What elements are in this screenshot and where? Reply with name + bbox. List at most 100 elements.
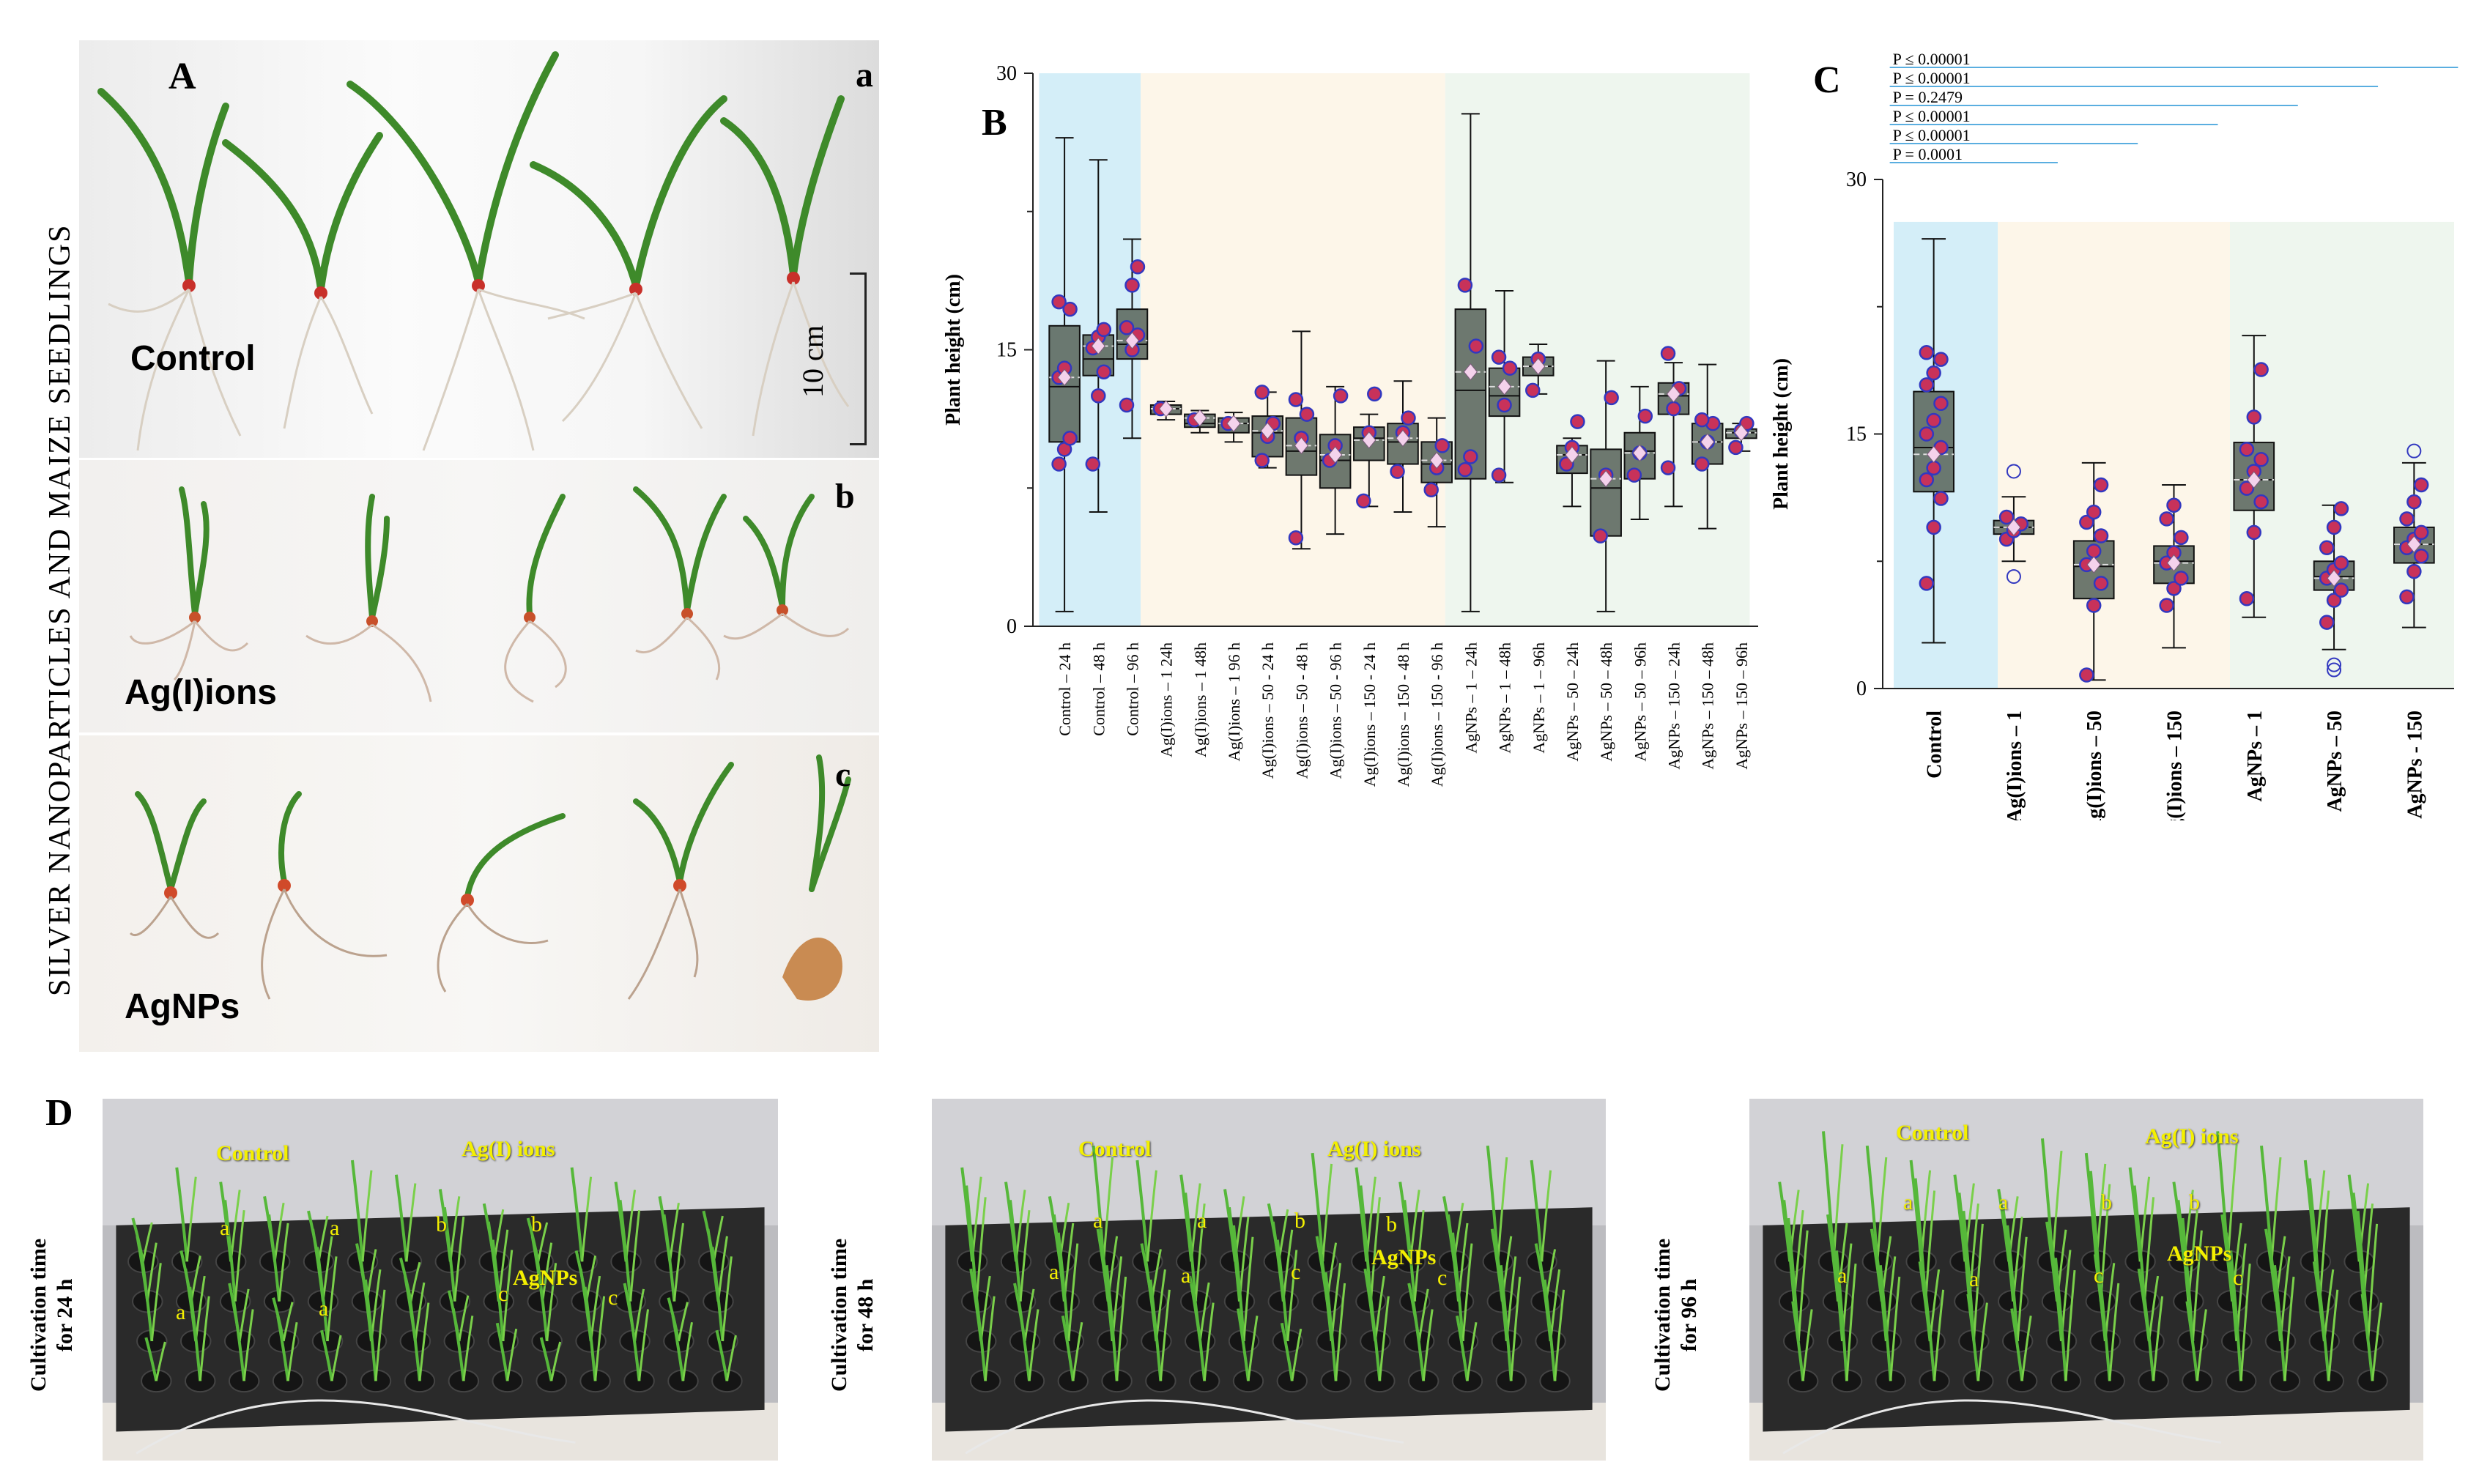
tray-seedling bbox=[418, 1302, 430, 1381]
tray-seedling bbox=[1403, 1200, 1417, 1302]
tray-seedling bbox=[618, 1200, 632, 1302]
chart-c-box-2-point bbox=[2086, 504, 2102, 520]
scale-bar-label: 10 cm bbox=[796, 325, 829, 398]
chart-b-xtick-label: Ag(I)ions – 150 - 24 h bbox=[1360, 642, 1379, 787]
tray-seedling bbox=[144, 1337, 158, 1381]
chart-b-xtick-label: AgNPs – 50 – 48h bbox=[1597, 642, 1615, 762]
tray-seedling bbox=[1543, 1279, 1557, 1381]
tray-seedling bbox=[199, 1296, 210, 1381]
tray-seedling bbox=[2191, 1230, 2203, 1342]
chart-b-box-15-point bbox=[1570, 414, 1585, 429]
tray-48h-ions-label: Ag(I) ions bbox=[1327, 1137, 1421, 1161]
tray-seedling bbox=[234, 1209, 245, 1302]
tray-24h-letter-b1: b bbox=[436, 1212, 447, 1236]
chart-b-box-19-mean-marker bbox=[1700, 433, 1715, 451]
chart-b-box-6-point bbox=[1254, 385, 1270, 400]
tray-seedling bbox=[394, 1174, 408, 1262]
chart-c-box-5-point bbox=[2333, 555, 2349, 571]
tray-seedling bbox=[1322, 1163, 1333, 1262]
chart-c-pvalue-label: P ≤ 0.00001 bbox=[1893, 50, 1971, 68]
chart-c-box-4-point bbox=[2253, 494, 2269, 510]
chart-c-box-4-point bbox=[2239, 590, 2255, 606]
tray-seedling bbox=[2239, 1264, 2251, 1381]
chart-c-xtick-label: Ag(I)ions – 50 bbox=[2083, 711, 2106, 820]
tray-seedling bbox=[2006, 1225, 2020, 1342]
tray-seedling bbox=[282, 1302, 294, 1342]
chart-b-box-19-point bbox=[1694, 456, 1710, 472]
row-b-label: Ag(I)ions bbox=[125, 673, 277, 712]
chart-c-box-3-point bbox=[2166, 497, 2182, 513]
tray-seedling bbox=[1194, 1203, 1206, 1302]
tray-seedling bbox=[1924, 1190, 1936, 1302]
tray-seedling bbox=[2352, 1192, 2365, 1302]
tray-seedling bbox=[451, 1308, 465, 1381]
tray-seedling bbox=[1966, 1294, 1980, 1381]
tray-seedling bbox=[715, 1329, 729, 1381]
chart-b-box-3-mean-marker bbox=[1159, 400, 1174, 418]
chart-b-xtick-label: Ag(I)ions – 150 - 96 h bbox=[1428, 642, 1446, 787]
chart-b-box-12-point bbox=[1457, 278, 1473, 293]
chart-c-box-0-point bbox=[1926, 365, 1941, 381]
tray-seedling bbox=[2141, 1286, 2155, 1381]
chart-c-xtick-label: AgNPs - 150 bbox=[2404, 711, 2426, 819]
chart-b-box-19-point bbox=[1694, 412, 1710, 428]
chart-b-box-14-mean-marker bbox=[1531, 357, 1546, 375]
tray-seedling bbox=[672, 1223, 684, 1302]
tray-drawing-24h bbox=[103, 1099, 778, 1461]
tray-96h-control-label: Control bbox=[1896, 1121, 1969, 1145]
tray-seedling bbox=[2303, 1160, 2317, 1262]
tray-seedling bbox=[1451, 1232, 1464, 1342]
chart-b-box-1-point bbox=[1085, 456, 1101, 472]
tray-seedling bbox=[550, 1341, 562, 1381]
tray-24h-ions-label: Ag(I) ions bbox=[462, 1137, 555, 1161]
tray-seedling bbox=[140, 1254, 154, 1342]
chart-b-box-18-mean-marker bbox=[1666, 385, 1681, 403]
chart-c-xtick-label: AgNPs – 50 bbox=[2324, 711, 2346, 812]
tray-seedling bbox=[546, 1263, 557, 1342]
chart-b-box-13-point bbox=[1497, 397, 1512, 413]
row-c-letter: c bbox=[835, 755, 851, 794]
tray-96h-ions-label: Ag(I) ions bbox=[2145, 1124, 2239, 1149]
chart-c-box-0-point bbox=[1933, 352, 1949, 367]
tray-seedling bbox=[535, 1254, 549, 1342]
tray-seedling bbox=[1541, 1170, 1552, 1262]
tray-96h-letter-b2: b bbox=[2189, 1190, 2200, 1214]
tray-48h-control-label: Control bbox=[1078, 1137, 1152, 1161]
chart-c-box-6-mean-marker bbox=[2406, 535, 2422, 553]
chart-c-box-0-point bbox=[1919, 426, 1935, 442]
tray-seedling bbox=[629, 1209, 641, 1302]
tray-24h-nps-label: AgNPs bbox=[513, 1266, 578, 1290]
tray-seedling bbox=[1413, 1209, 1425, 1302]
tray-seedling bbox=[634, 1288, 645, 1342]
chart-c-box-3-point bbox=[2174, 571, 2189, 586]
chart-b-box-0-box bbox=[1048, 324, 1081, 443]
chart-b-box-12-point bbox=[1457, 461, 1473, 478]
tray-seedling bbox=[1369, 1197, 1381, 1302]
tray-drawing-96h bbox=[1749, 1099, 2423, 1461]
chart-c-box-0-point bbox=[1926, 519, 1941, 535]
chart-b-box-18-point bbox=[1660, 460, 1676, 475]
chart-b-box-0-point bbox=[1062, 301, 1078, 317]
chart-c-ytick-label: 15 bbox=[1846, 423, 1867, 446]
dried-seed-shape bbox=[782, 938, 842, 1001]
chart-b-box-7-point bbox=[1288, 392, 1304, 407]
chart-b-box-12-point bbox=[1468, 338, 1484, 354]
tray-tube bbox=[1782, 1399, 2222, 1455]
chart-c-box-6-point bbox=[2413, 477, 2429, 493]
tray-seedling bbox=[326, 1256, 338, 1342]
tray-seedling bbox=[984, 1296, 996, 1381]
chart-b-box-10-mean-marker bbox=[1396, 429, 1410, 448]
chart-b-box-13-point bbox=[1491, 467, 1507, 483]
tray-seedling bbox=[1193, 1294, 1207, 1381]
chart-b-xtick-label: Ag(I)ions – 1 96 h bbox=[1225, 642, 1243, 762]
tray-24h-letter-b2: b bbox=[531, 1212, 542, 1236]
chart-b-box-0-point bbox=[1062, 431, 1078, 446]
chart-b-ytick-label: 30 bbox=[996, 62, 1017, 85]
tray-seedling bbox=[462, 1316, 474, 1381]
tray-seedling bbox=[1242, 1236, 1254, 1342]
tray-seedling bbox=[2152, 1296, 2164, 1381]
chart-c-box-0-point bbox=[1919, 345, 1935, 360]
tray-seedling bbox=[2229, 1250, 2243, 1381]
tray-seedling bbox=[1275, 1239, 1289, 1342]
tray-seedling bbox=[1237, 1308, 1250, 1381]
